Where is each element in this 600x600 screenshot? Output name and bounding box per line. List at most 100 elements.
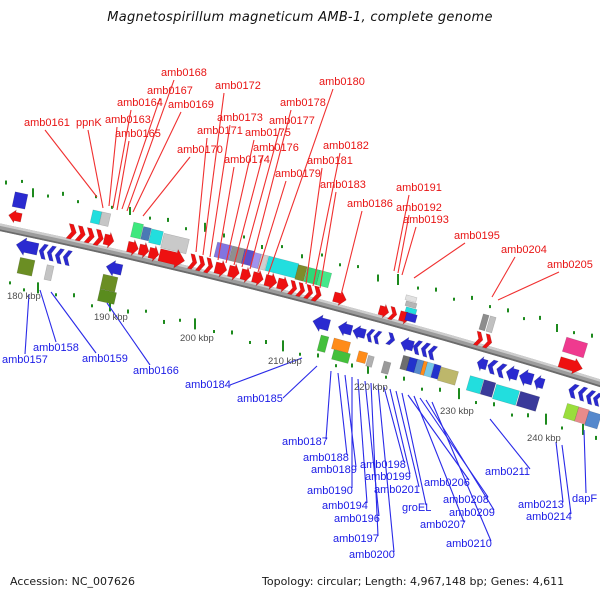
gene-glyph-rect[interactable] [355, 350, 369, 365]
gene-label-amb0161[interactable]: amb0161 [24, 117, 70, 129]
gene-label-amb0186[interactable]: amb0186 [347, 198, 393, 210]
gene-label-amb0211[interactable]: amb0211 [485, 466, 531, 478]
gene-label-amb0176[interactable]: amb0176 [253, 142, 299, 154]
gene-glyph-arrowL[interactable] [37, 243, 50, 261]
gene-glyph-arrowL[interactable] [591, 392, 600, 408]
gene-label-amb0197[interactable]: amb0197 [333, 533, 379, 545]
gene-label-amb0208[interactable]: amb0208 [443, 494, 489, 506]
gene-label-amb0191[interactable]: amb0191 [396, 182, 442, 194]
gene-glyph-arrowR[interactable] [65, 223, 78, 241]
gene-glyph-arrowL[interactable] [576, 386, 589, 402]
gene-glyph-arrowR[interactable] [275, 275, 291, 293]
gene-glyph-arrowL[interactable] [475, 355, 489, 373]
gene-glyph-rect[interactable] [380, 360, 392, 375]
gene-label-amb0189[interactable]: amb0189 [311, 464, 357, 476]
gene-glyph-rect[interactable] [99, 273, 119, 293]
gene-label-amb0157[interactable]: amb0157 [2, 354, 48, 366]
gene-label-amb0177[interactable]: amb0177 [269, 115, 315, 127]
gene-label-amb0174[interactable]: amb0174 [224, 154, 270, 166]
gene-label-amb0190[interactable]: amb0190 [307, 485, 353, 497]
gene-glyph-arrowR[interactable] [92, 228, 105, 247]
gene-glyph-arrowL[interactable] [399, 336, 416, 354]
gene-glyph-arrowL[interactable] [567, 383, 580, 400]
gene-glyph-rect[interactable] [515, 390, 541, 412]
gene-glyph-arrowL[interactable] [14, 236, 40, 258]
gene-glyph-rect[interactable] [430, 363, 442, 380]
gene-glyph-rect[interactable] [479, 379, 497, 398]
gene-glyph-arrowL[interactable] [426, 345, 439, 361]
gene-glyph-rect[interactable] [140, 226, 152, 242]
gene-glyph-rect[interactable] [294, 264, 308, 282]
gene-glyph-arrowR[interactable] [186, 253, 198, 270]
gene-glyph-rect[interactable] [160, 232, 190, 255]
gene-label-ppnK[interactable]: ppnK [76, 117, 102, 129]
gene-glyph-rect[interactable] [404, 300, 418, 309]
gene-glyph-arrowL[interactable] [351, 324, 367, 341]
gene-label-groEL[interactable]: groEL [402, 502, 432, 514]
gene-glyph-rect[interactable] [437, 366, 459, 386]
gene-glyph-rect[interactable] [365, 354, 375, 368]
gene-label-amb0196[interactable]: amb0196 [334, 513, 380, 525]
gene-glyph-rect[interactable] [478, 313, 490, 332]
gene-glyph-arrowL[interactable] [311, 313, 332, 334]
gene-glyph-rect[interactable] [423, 361, 435, 378]
gene-label-amb0175[interactable]: amb0175 [245, 127, 291, 139]
gene-label-amb0187[interactable]: amb0187 [282, 436, 328, 448]
gene-label-amb0194[interactable]: amb0194 [322, 500, 368, 512]
gene-label-amb0199[interactable]: amb0199 [365, 471, 411, 483]
gene-glyph-arrowR[interactable] [481, 333, 494, 350]
gene-glyph-rect[interactable] [419, 360, 429, 376]
gene-glyph-arrowR[interactable] [557, 354, 585, 376]
gene-glyph-arrowL[interactable] [45, 245, 58, 262]
gene-label-amb0172[interactable]: amb0172 [215, 80, 261, 92]
gene-label-amb0168[interactable]: amb0168 [161, 67, 207, 79]
gene-label-amb0184[interactable]: amb0184 [185, 379, 231, 391]
gene-label-amb0164[interactable]: amb0164 [117, 97, 163, 109]
gene-glyph-arrowL[interactable] [486, 359, 499, 376]
gene-label-amb0200[interactable]: amb0200 [349, 549, 395, 561]
gene-glyph-arrowR[interactable] [386, 305, 398, 321]
gene-label-amb0179[interactable]: amb0179 [275, 168, 321, 180]
gene-glyph-arrowL[interactable] [504, 364, 520, 383]
gene-label-amb0209[interactable]: amb0209 [449, 507, 495, 519]
gene-glyph-rect[interactable] [491, 383, 521, 406]
gene-label-amb0213[interactable]: amb0213 [518, 499, 564, 511]
gene-glyph-arrowL[interactable] [61, 250, 74, 267]
gene-glyph-arrowR[interactable] [213, 259, 229, 278]
gene-label-amb0204[interactable]: amb0204 [501, 244, 547, 256]
gene-glyph-arrowL[interactable] [365, 328, 376, 343]
gene-label-amb0173[interactable]: amb0173 [217, 112, 263, 124]
gene-label-amb0171[interactable]: amb0171 [197, 125, 243, 137]
gene-glyph-rect[interactable] [316, 334, 330, 353]
gene-label-amb0163[interactable]: amb0163 [105, 114, 151, 126]
gene-label-amb0214[interactable]: amb0214 [526, 511, 572, 523]
gene-label-amb0206[interactable]: amb0206 [424, 477, 470, 489]
gene-label-amb0198[interactable]: amb0198 [360, 459, 406, 471]
gene-glyph-rect[interactable] [584, 410, 600, 430]
gene-label-amb0180[interactable]: amb0180 [319, 76, 365, 88]
gene-label-amb0181[interactable]: amb0181 [307, 155, 353, 167]
gene-glyph-arrowL[interactable] [532, 374, 546, 391]
gene-label-amb0170[interactable]: amb0170 [177, 144, 223, 156]
gene-glyph-rect[interactable] [97, 288, 117, 305]
gene-glyph-arrowR[interactable] [377, 303, 390, 319]
gene-label-amb0193[interactable]: amb0193 [403, 214, 449, 226]
gene-glyph-rect[interactable] [257, 253, 269, 271]
gene-glyph-arrowR[interactable] [302, 283, 314, 300]
gene-glyph-rect[interactable] [404, 311, 418, 324]
gene-label-amb0188[interactable]: amb0188 [303, 452, 349, 464]
gene-glyph-arrowR[interactable] [226, 262, 242, 282]
gene-glyph-arrowR[interactable] [263, 272, 279, 291]
gene-glyph-arrowR[interactable] [239, 266, 253, 284]
gene-label-amb0158[interactable]: amb0158 [33, 342, 79, 354]
gene-glyph-rect[interactable] [11, 191, 29, 210]
gene-glyph-arrowR[interactable] [286, 279, 298, 296]
gene-label-amb0166[interactable]: amb0166 [133, 365, 179, 377]
gene-glyph-rect[interactable] [561, 336, 589, 359]
gene-glyph-arrowR[interactable] [157, 246, 187, 271]
gene-glyph-arrowL[interactable] [7, 209, 23, 224]
gene-glyph-arrowR[interactable] [202, 257, 214, 274]
gene-glyph-rect[interactable] [465, 375, 485, 395]
gene-glyph-arrowR[interactable] [194, 255, 206, 272]
gene-glyph-arrowL[interactable] [495, 362, 508, 379]
